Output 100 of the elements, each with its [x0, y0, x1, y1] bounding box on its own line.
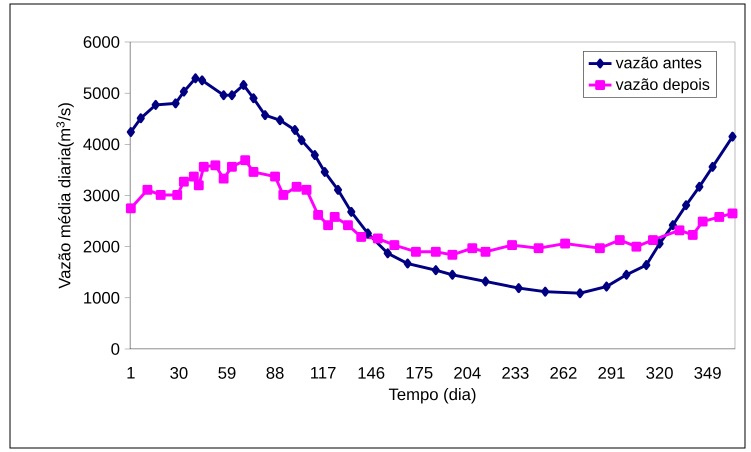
point	[198, 162, 209, 172]
point	[447, 250, 458, 260]
x-tick-label: 30	[170, 367, 188, 379]
x-tick-label: 1	[127, 367, 135, 378]
point	[240, 155, 250, 166]
point	[330, 212, 340, 222]
point	[372, 234, 383, 244]
point	[656, 238, 664, 249]
point	[347, 206, 356, 217]
point	[261, 110, 270, 120]
x-tick-label: 233	[502, 367, 529, 379]
point	[142, 184, 152, 195]
point	[708, 162, 717, 172]
x-tick-label: 117	[311, 367, 336, 378]
point	[384, 248, 392, 258]
point	[248, 167, 258, 177]
x-tick-label: 291	[598, 367, 625, 379]
point	[290, 125, 299, 135]
legend-label: vazão depois	[616, 78, 710, 94]
point	[218, 174, 229, 184]
point	[320, 167, 329, 177]
point	[389, 240, 400, 250]
point	[728, 208, 738, 218]
point	[728, 132, 737, 142]
point	[432, 265, 440, 276]
point	[698, 216, 708, 227]
point	[481, 276, 490, 286]
point	[270, 172, 280, 182]
y-axis-title: Vazão média diaria(m$^{3}$/s)	[56, 103, 74, 289]
point	[614, 235, 625, 245]
point	[188, 172, 199, 182]
point	[194, 180, 204, 190]
point	[404, 258, 412, 268]
x-tick-label: 349	[694, 367, 721, 379]
y-tick-label: 5000	[84, 87, 120, 100]
point	[541, 286, 550, 297]
point	[410, 246, 421, 257]
point	[172, 190, 182, 200]
y-tick-label: 6000	[84, 36, 120, 48]
point	[356, 232, 366, 242]
point	[126, 203, 136, 214]
point	[631, 242, 642, 252]
point	[467, 243, 478, 254]
point	[239, 80, 248, 90]
point	[136, 113, 145, 124]
point	[343, 220, 353, 230]
point	[560, 238, 570, 249]
point	[714, 212, 724, 222]
point	[278, 190, 288, 200]
point	[310, 150, 319, 160]
point	[602, 282, 611, 292]
point	[695, 182, 704, 192]
point	[334, 184, 342, 195]
point	[178, 176, 189, 187]
x-tick-label: 262	[550, 367, 576, 379]
point	[648, 235, 658, 245]
point	[227, 162, 237, 172]
point	[172, 98, 180, 108]
point	[126, 127, 135, 137]
point	[292, 182, 302, 192]
point	[323, 220, 334, 230]
point	[198, 75, 206, 86]
point	[674, 225, 684, 236]
point	[668, 220, 677, 230]
point	[156, 190, 166, 200]
point	[220, 90, 228, 100]
y-tick-label: 2000	[84, 240, 120, 253]
y-tick-label: 4000	[83, 138, 120, 150]
point	[180, 86, 188, 97]
point	[448, 270, 456, 280]
point	[534, 243, 544, 254]
point	[302, 184, 312, 195]
point	[430, 246, 441, 257]
x-tick-label: 204	[454, 367, 481, 379]
x-tick-label: 146	[358, 367, 384, 379]
legend-label: vazão antes	[616, 56, 702, 68]
point	[642, 260, 650, 270]
x-tick-label: 59	[218, 367, 236, 379]
point	[364, 228, 372, 238]
point	[228, 90, 236, 100]
point	[594, 243, 605, 254]
point	[688, 230, 698, 240]
point	[210, 160, 220, 170]
x-tick-label: 320	[646, 367, 673, 379]
point	[276, 115, 284, 126]
point	[622, 270, 630, 280]
point	[249, 93, 258, 104]
point	[576, 288, 584, 298]
y-tick-label: 1000	[84, 292, 120, 304]
point	[514, 283, 523, 294]
point	[297, 135, 306, 146]
point	[191, 73, 200, 84]
point	[480, 246, 490, 257]
x-tick-label: 88	[266, 367, 284, 379]
x-axis-title: Tempo (dia)	[388, 388, 476, 404]
x-tick-label: 175	[406, 367, 432, 379]
point	[152, 100, 160, 110]
y-tick-label: 3000	[84, 190, 120, 202]
point	[507, 240, 517, 250]
point	[313, 210, 324, 220]
